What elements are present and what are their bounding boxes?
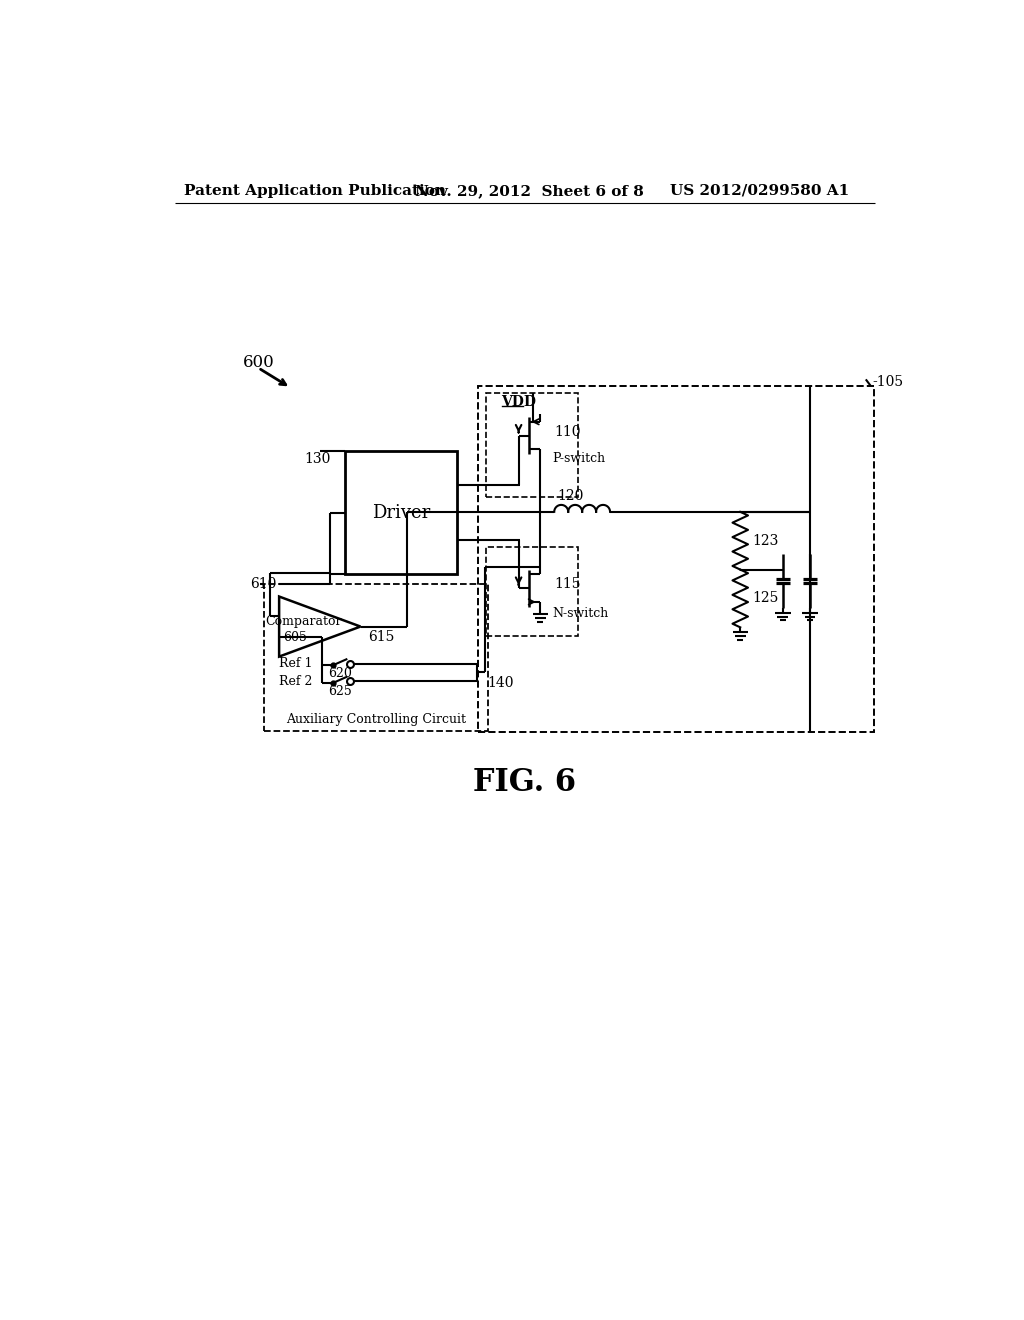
Text: 600: 600 — [243, 354, 274, 371]
Bar — [486, 393, 578, 498]
Text: 605: 605 — [283, 631, 307, 644]
Text: Auxiliary Controlling Circuit: Auxiliary Controlling Circuit — [286, 713, 466, 726]
Text: Ref 1: Ref 1 — [280, 657, 312, 671]
Text: Nov. 29, 2012  Sheet 6 of 8: Nov. 29, 2012 Sheet 6 of 8 — [415, 183, 644, 198]
Text: P-switch: P-switch — [553, 453, 606, 465]
Text: 110: 110 — [554, 425, 581, 438]
Text: 125: 125 — [752, 591, 778, 606]
Text: VDD: VDD — [502, 396, 537, 409]
Text: 120: 120 — [557, 490, 584, 503]
Text: 620: 620 — [328, 667, 352, 680]
Text: 615: 615 — [369, 631, 394, 644]
Text: 123: 123 — [752, 533, 778, 548]
Bar — [263, 585, 488, 730]
Text: Patent Application Publication: Patent Application Publication — [183, 183, 445, 198]
Text: 130: 130 — [305, 451, 331, 466]
Text: Driver: Driver — [372, 504, 430, 521]
Text: FIG. 6: FIG. 6 — [473, 767, 577, 797]
Bar — [345, 451, 458, 574]
Text: Comparator: Comparator — [265, 615, 342, 628]
Text: 610: 610 — [251, 577, 276, 591]
Bar — [486, 548, 578, 636]
Text: Ref 2: Ref 2 — [280, 675, 312, 688]
Text: US 2012/0299580 A1: US 2012/0299580 A1 — [671, 183, 850, 198]
Text: 140: 140 — [486, 676, 513, 690]
Text: -105: -105 — [872, 375, 903, 388]
Bar — [478, 385, 873, 733]
Text: 115: 115 — [554, 577, 581, 591]
Text: N-switch: N-switch — [553, 607, 609, 620]
Text: 625: 625 — [328, 685, 351, 698]
